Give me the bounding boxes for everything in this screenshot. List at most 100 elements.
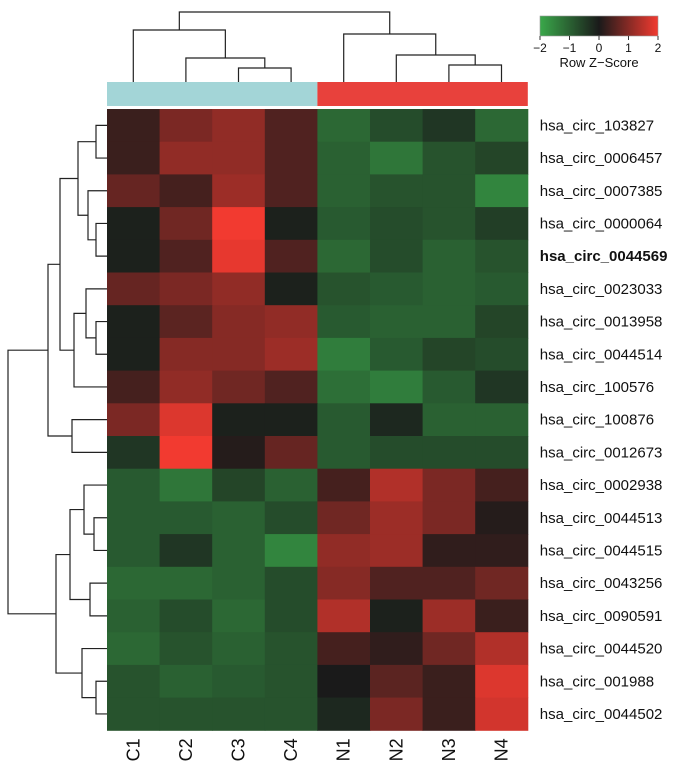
heatmap-cell [370, 566, 424, 600]
row-label: hsa_circ_0044569 [540, 248, 668, 265]
heatmap-cell [212, 468, 266, 502]
heatmap-cell [264, 599, 318, 633]
heatmap-cell [159, 599, 213, 633]
heatmap-cell [264, 370, 318, 404]
column-label: N4 [492, 738, 512, 761]
heatmap-cell [159, 109, 213, 143]
heatmap-cell [212, 534, 266, 568]
heatmap-cell [422, 664, 476, 699]
heatmap-cell [370, 305, 424, 339]
heatmap-cell [107, 468, 161, 502]
heatmap-cell [264, 664, 318, 699]
heatmap-cell [159, 272, 213, 306]
heatmap-cell [264, 337, 318, 372]
heatmap-cell [370, 599, 424, 633]
heatmap-cell [212, 174, 266, 208]
heatmap-cell [475, 370, 529, 404]
heatmap-cell [212, 370, 266, 404]
heatmap-cell [264, 468, 318, 502]
color-key-tick-label: −1 [563, 41, 577, 55]
column-label: N1 [334, 738, 354, 761]
heatmap-cell [422, 697, 476, 731]
heatmap-cell [317, 174, 371, 208]
column-label: N2 [386, 738, 406, 761]
column-dendrogram-branch [395, 54, 476, 82]
heatmap-cell [475, 305, 529, 339]
column-label: C4 [281, 738, 301, 761]
column-group-bar [107, 82, 528, 106]
color-key-tick-label: 2 [655, 41, 662, 55]
heatmap-cell [159, 566, 213, 600]
column-dendrogram-branch [132, 29, 226, 82]
row-label: hsa_circ_001988 [540, 673, 654, 690]
heatmap-cell [212, 239, 266, 273]
heatmap-cell [370, 370, 424, 404]
row-dendrogram-branch [95, 680, 107, 715]
heatmap-cell [475, 534, 529, 568]
heatmap-cell [107, 272, 161, 306]
heatmap-cell [317, 305, 371, 339]
heatmap-cell [422, 109, 476, 143]
row-label: hsa_circ_0043256 [540, 575, 663, 592]
heatmap-cell [422, 403, 476, 437]
heatmap-cell [264, 174, 318, 208]
heatmap-cell [370, 272, 424, 306]
heatmap-cell [107, 174, 161, 208]
heatmap-cell [317, 468, 371, 502]
heatmap-cell [159, 468, 213, 502]
heatmap-cell [317, 534, 371, 568]
column-label: C1 [123, 738, 143, 761]
heatmap-cell [370, 664, 424, 699]
heatmap-cell [475, 599, 529, 633]
column-dendrogram-branch [185, 57, 266, 82]
column-dendrogram-branch [178, 11, 391, 34]
heatmap-cell [107, 305, 161, 339]
heatmap-cell [475, 174, 529, 208]
color-key: −2 −1 0 1 2 Row Z−Score [533, 15, 662, 70]
row-label: hsa_circ_0012673 [540, 444, 663, 461]
heatmap-cell [370, 632, 424, 666]
heatmap-cell [212, 632, 266, 666]
heatmap-cell [317, 272, 371, 306]
heatmap-cell [422, 141, 476, 175]
column-labels: C1 C2 C3 C4 N1 N2 N3 N4 [123, 738, 511, 761]
heatmap-cell [159, 436, 213, 470]
heatmap-cell [159, 697, 213, 731]
heatmap-cell [264, 272, 318, 306]
row-dendrogram-branch [95, 124, 107, 159]
heatmap-cell [475, 566, 529, 600]
row-label: hsa_circ_0044520 [540, 641, 663, 658]
heatmap-cell [212, 566, 266, 600]
row-dendrogram-branch [73, 312, 107, 388]
color-key-tick-label: −2 [533, 41, 547, 55]
heatmap-cell [422, 566, 476, 600]
heatmap-cell [264, 436, 318, 470]
heatmap-cell [264, 632, 318, 666]
row-label: hsa_circ_103827 [540, 117, 654, 134]
heatmap-cell [317, 141, 371, 175]
column-dendrogram [132, 11, 503, 82]
row-label: hsa_circ_0044514 [540, 346, 663, 363]
heatmap-cell [317, 501, 371, 535]
heatmap-cell [370, 109, 424, 143]
heatmap-cell [475, 697, 529, 731]
row-label: hsa_circ_0002938 [540, 477, 663, 494]
heatmap-cell [317, 207, 371, 241]
heatmap-cell [370, 403, 424, 437]
heatmap-cell [475, 239, 529, 273]
heatmap-cell [107, 534, 161, 568]
heatmap-cell [422, 174, 476, 208]
heatmap-cell [212, 664, 266, 699]
row-label: hsa_circ_0023033 [540, 281, 663, 298]
row-dendrogram-branch [89, 582, 107, 617]
heatmap-cell [370, 337, 424, 372]
row-label: hsa_circ_0006457 [540, 150, 663, 167]
heatmap-cell [264, 305, 318, 339]
row-dendrogram-branch [95, 222, 107, 257]
row-label: hsa_circ_0090591 [540, 608, 663, 625]
heatmap-cell [370, 468, 424, 502]
heatmap-cell [212, 305, 266, 339]
row-dendrogram-branch [71, 419, 107, 453]
heatmap-cell [317, 337, 371, 372]
